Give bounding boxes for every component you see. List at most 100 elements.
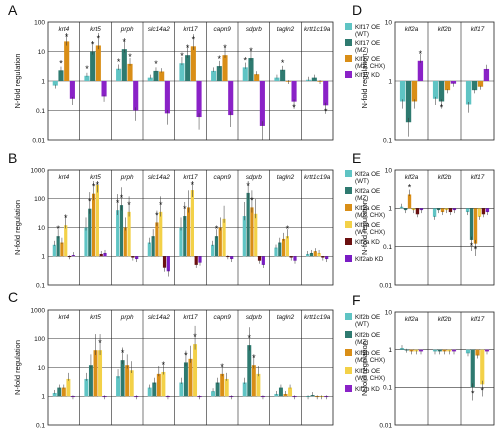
- category-label: krt5: [90, 174, 101, 181]
- significance-star: *: [215, 224, 219, 234]
- legend-swatch: [345, 221, 352, 228]
- bar: [257, 256, 262, 261]
- bar: [92, 193, 96, 257]
- category-label: krtt1c19a: [304, 26, 331, 33]
- bar: [242, 216, 246, 257]
- bar: [90, 51, 96, 81]
- significance-star: *: [91, 40, 95, 50]
- bar: [162, 256, 167, 268]
- legend-label: Klf17 OE: [355, 24, 380, 31]
- y-tick-label: 10: [385, 309, 393, 316]
- legend-label: (MZ, CHX): [355, 212, 385, 219]
- legend-swatch: [345, 187, 352, 194]
- significance-star: *: [223, 43, 227, 53]
- bar: [248, 58, 254, 81]
- y-tick-label: 0.01: [379, 282, 392, 289]
- y-tick-label: 0.1: [383, 137, 392, 144]
- y-tick-label: 0.1: [36, 282, 45, 289]
- bar: [52, 81, 58, 86]
- bar: [313, 251, 317, 257]
- bar: [127, 63, 133, 81]
- plot-frame: [394, 169, 495, 286]
- bar: [250, 207, 254, 257]
- bar: [242, 67, 248, 81]
- bar: [153, 70, 159, 81]
- bar: [193, 344, 198, 397]
- bar: [432, 208, 437, 217]
- significance-star: *: [186, 43, 190, 53]
- bar: [127, 211, 131, 257]
- legend-label: (MZ): [355, 195, 368, 202]
- legend-label: Klf2b KD: [355, 386, 380, 393]
- bar: [228, 81, 234, 116]
- significance-star: *: [192, 34, 196, 44]
- bar: [325, 256, 329, 260]
- category-label: capn9: [213, 26, 231, 33]
- legend-label: (MZ, CHX): [355, 357, 385, 364]
- y-tick-label: 1: [388, 347, 392, 354]
- category-label: krt17: [183, 314, 198, 321]
- significance-star: *: [180, 51, 184, 61]
- bar: [247, 345, 252, 397]
- category-label: krt4: [59, 314, 70, 321]
- legend-swatch: [345, 170, 352, 177]
- bar: [211, 391, 216, 397]
- significance-star: *: [249, 46, 253, 56]
- y-tick-label: 0.1: [36, 422, 45, 429]
- bar: [280, 69, 286, 81]
- significance-star: *: [246, 181, 250, 191]
- legend-label: (WT): [355, 31, 369, 38]
- category-label: klf2a: [405, 316, 419, 323]
- bar: [306, 253, 310, 257]
- bar: [317, 252, 321, 257]
- y-tick-label: 10: [38, 49, 46, 56]
- bar: [278, 387, 283, 397]
- y-tick-label: 10: [38, 365, 46, 372]
- significance-star: *: [159, 200, 163, 210]
- significance-star: *: [116, 198, 120, 208]
- bar: [159, 71, 165, 81]
- panel-E: E 10 1 0.1 0.01 N-fold regulation klf2a klf2b kl…: [352, 150, 495, 289]
- significance-star: *: [281, 58, 285, 68]
- category-label: klf2b: [438, 316, 452, 323]
- bar: [278, 242, 282, 257]
- bar: [95, 185, 99, 257]
- bar: [293, 256, 297, 261]
- panel-label: F: [352, 292, 361, 308]
- category-label: krt5: [90, 26, 101, 33]
- bar: [119, 205, 124, 257]
- bar: [211, 244, 215, 257]
- bar: [432, 81, 439, 99]
- bar: [190, 46, 196, 81]
- bar: [481, 208, 486, 215]
- bar: [285, 236, 289, 257]
- bar: [185, 55, 191, 81]
- bar: [222, 218, 226, 257]
- category-label: prph: [120, 26, 134, 33]
- y-tick-label: 10: [38, 225, 46, 232]
- bar: [465, 81, 472, 105]
- bar: [161, 371, 166, 397]
- bar: [152, 382, 157, 397]
- bar: [61, 387, 66, 397]
- legend-swatch: [345, 204, 352, 211]
- y-tick-label: 1: [41, 394, 45, 401]
- bar: [485, 208, 490, 213]
- bar: [103, 252, 107, 257]
- bar: [84, 378, 89, 397]
- significance-star: *: [244, 55, 248, 65]
- significance-star: *: [56, 224, 60, 234]
- bar: [56, 236, 60, 257]
- category-label: klf17: [471, 174, 485, 181]
- panel-label: C: [8, 289, 18, 305]
- panel-D: D 10 1 0.1 N-fold regulation klf2a klf2b klf17 *…: [352, 2, 495, 144]
- bar: [242, 382, 247, 397]
- legend-label: (WT): [355, 321, 369, 328]
- bar: [155, 222, 159, 257]
- category-label: prph: [120, 174, 134, 181]
- bar: [64, 225, 68, 257]
- bar: [480, 349, 485, 385]
- bar: [438, 81, 445, 102]
- bar: [261, 256, 265, 265]
- category-label: klf2b: [438, 26, 452, 33]
